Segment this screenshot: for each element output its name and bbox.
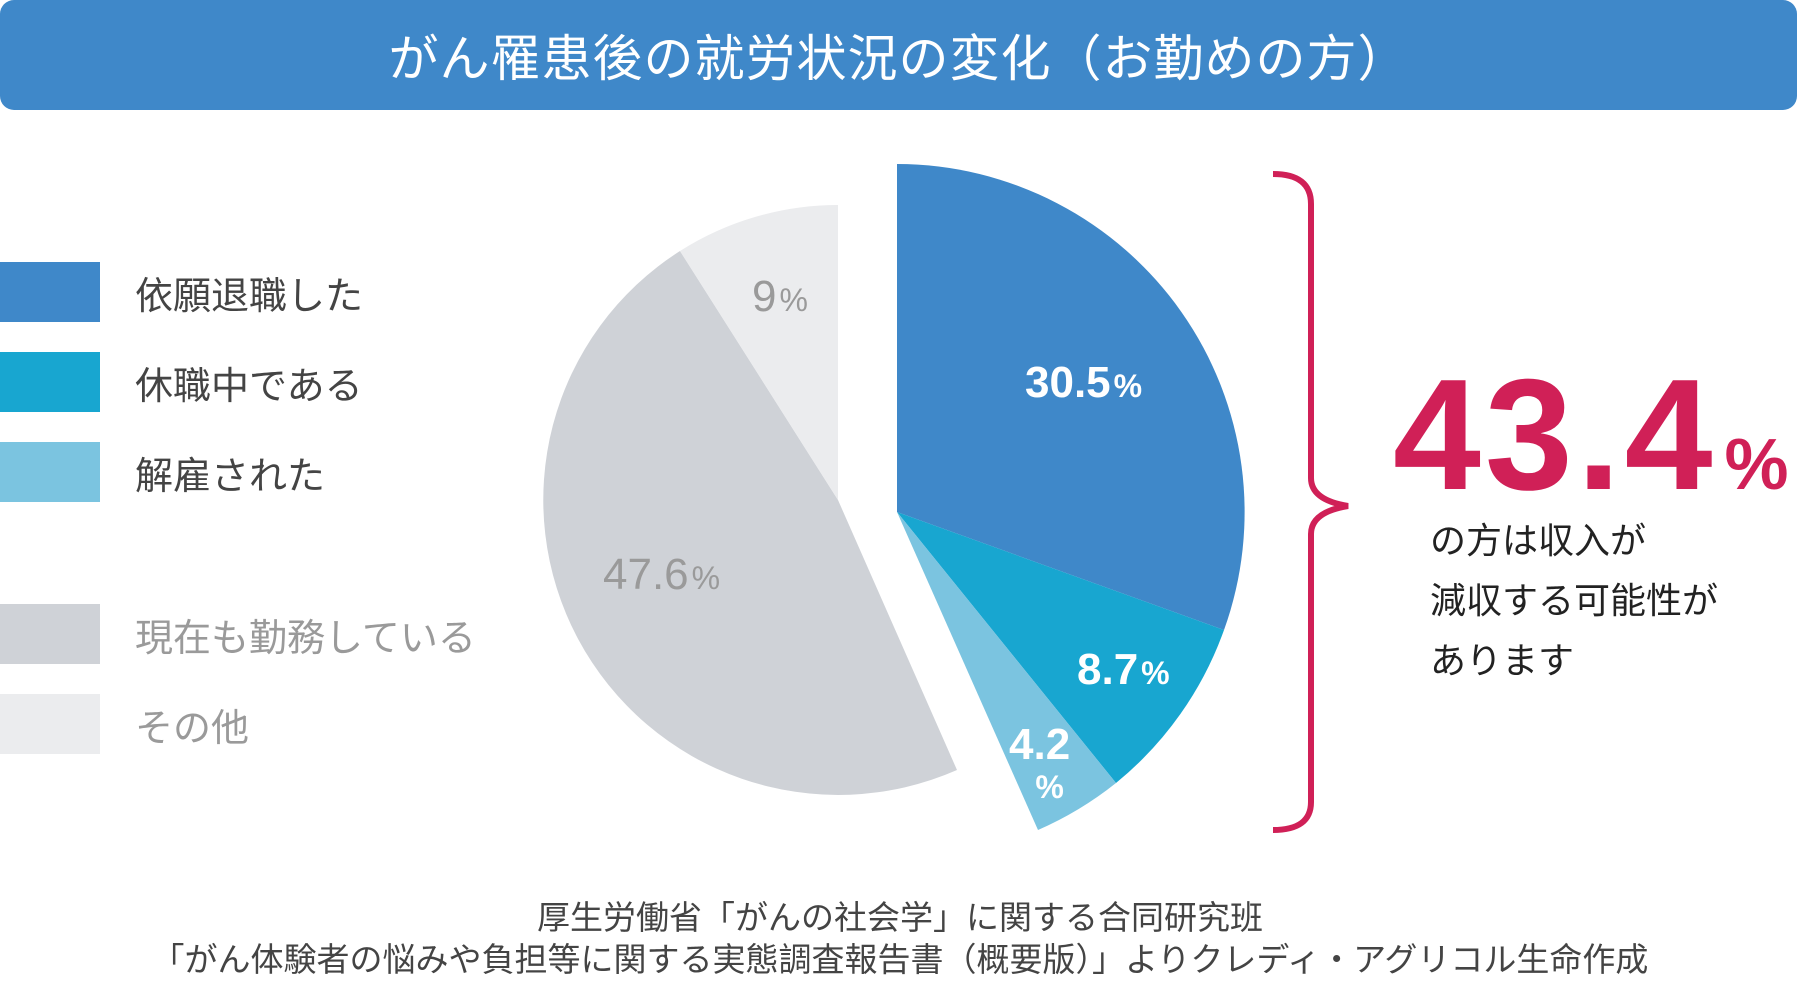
note-line: の方は収入が [1430, 521, 1647, 562]
legend-label: 休職中である [135, 363, 363, 408]
legend-label: その他 [135, 705, 250, 750]
slice-voluntary-resignation [897, 164, 1245, 630]
slice-unit: % [1035, 769, 1064, 805]
slice-still-working [543, 251, 957, 795]
slice-label-dismissed: 4.2 % [1009, 720, 1071, 808]
slice-value: 9 [752, 272, 777, 321]
chart-title: がん罹患後の就労状況の変化（お勤めの方） [388, 30, 1409, 88]
source-line-1: 厚生労働省「がんの社会学」に関する合同研究班 [537, 898, 1263, 937]
legend-label: 解雇された [135, 453, 326, 498]
slice-label-still-working: 47.6% [603, 550, 720, 600]
slice-dismissed [897, 512, 1116, 830]
slice-unit: % [779, 282, 808, 318]
slice-unit: % [691, 560, 721, 596]
legend-item-voluntary-resignation: 依願退職した [0, 262, 363, 322]
highlight-note: の方は収入が 減収する可能性が あります [1430, 512, 1718, 692]
brace [1272, 171, 1349, 833]
source-citation: 厚生労働省「がんの社会学」に関する合同研究班 「がん体験者の悩みや負担等に関する… [0, 897, 1800, 981]
source-line-2: 「がん体験者の悩みや負担等に関する実態調査報告書（概要版）」よりクレディ・アグリ… [151, 940, 1649, 979]
legend-swatch [0, 442, 100, 502]
slice-value: 30.5 [1025, 358, 1111, 407]
legend-item-on-leave: 休職中である [0, 352, 363, 412]
title-banner: がん罹患後の就労状況の変化（お勤めの方） [0, 0, 1797, 110]
slice-on-leave [897, 512, 1224, 783]
highlight-unit: % [1724, 425, 1789, 505]
highlight-total: 43.4% [1393, 345, 1789, 526]
slice-label-on-leave: 8.7% [1077, 645, 1170, 695]
slice-value: 8.7 [1077, 645, 1139, 694]
slice-value: 47.6 [603, 550, 689, 599]
legend-swatch [0, 262, 100, 322]
slice-label-other: 9% [752, 272, 808, 322]
legend-swatch [0, 604, 100, 664]
slice-other [680, 205, 838, 500]
note-line: 減収する可能性が [1430, 581, 1719, 622]
legend-swatch [0, 352, 100, 412]
legend-item-still-working: 現在も勤務している [0, 604, 476, 664]
legend-swatch [0, 694, 100, 754]
slice-label-voluntary-resignation: 30.5% [1025, 358, 1142, 408]
legend-label: 現在も勤務している [135, 615, 476, 660]
slice-value: 4.2 [1009, 720, 1071, 769]
legend-item-dismissed: 解雇された [0, 442, 325, 502]
legend-item-other: その他 [0, 694, 249, 754]
note-line: あります [1430, 641, 1575, 682]
legend-label: 依願退職した [135, 273, 364, 318]
slice-unit: % [1141, 655, 1170, 691]
slice-unit: % [1113, 368, 1143, 404]
highlight-value: 43.4 [1393, 347, 1717, 523]
